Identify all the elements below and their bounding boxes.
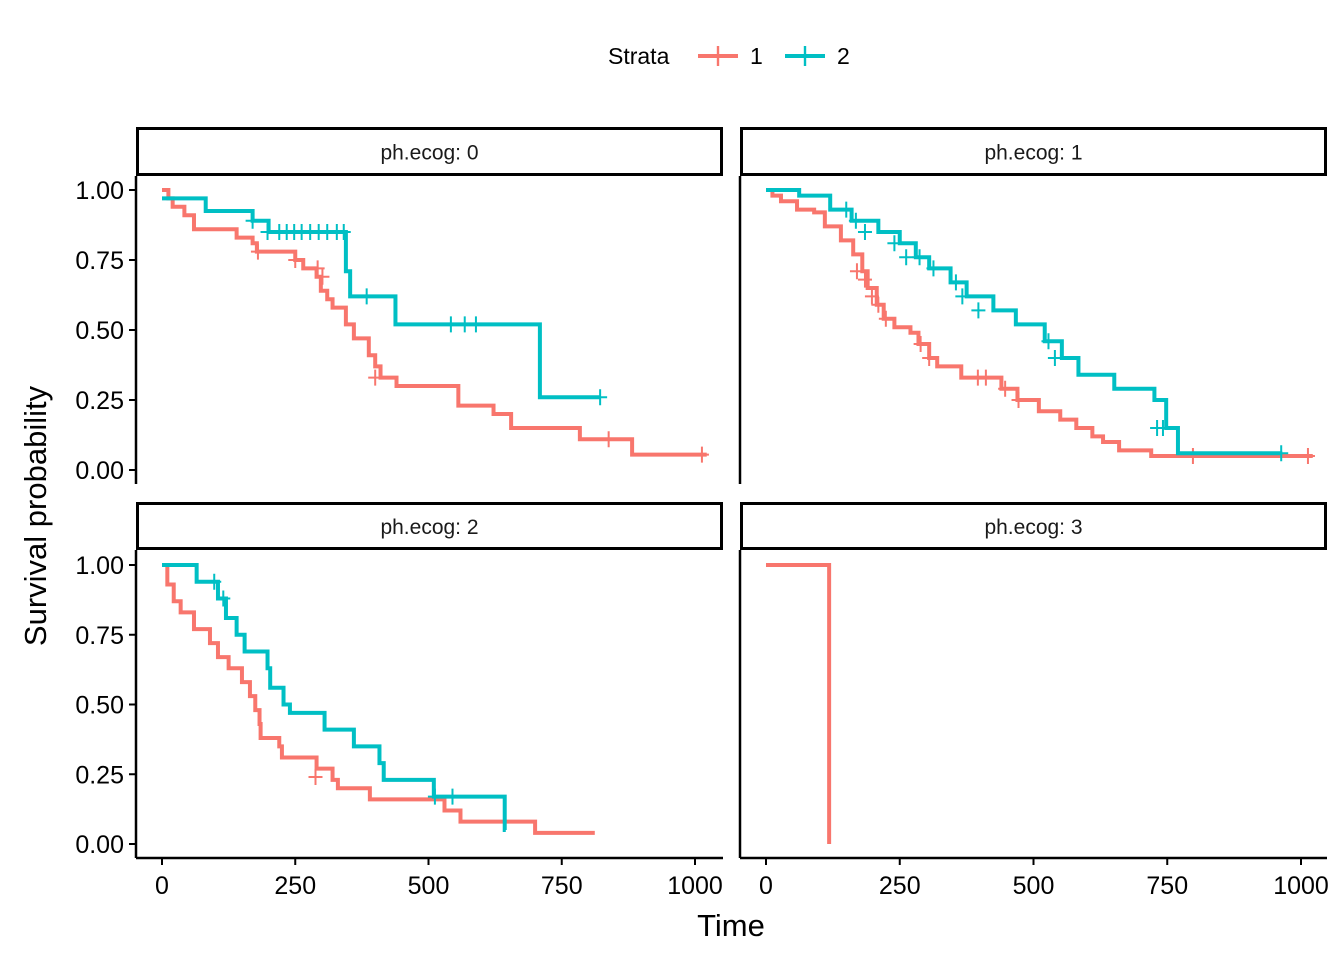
censor-mark-strata-1 [288, 252, 303, 268]
panel-strip-label: ph.ecog: 1 [984, 142, 1082, 165]
censor-mark-strata-1 [878, 310, 893, 327]
censor-mark-strata-2 [445, 788, 460, 805]
censor-mark-strata-2 [848, 212, 863, 229]
censor-mark-strata-1 [310, 260, 325, 277]
y-tick-label: 0.25 [75, 387, 124, 415]
censor-mark-strata-2 [926, 260, 941, 277]
censor-mark-strata-2 [839, 201, 854, 218]
censor-mark-strata-2 [443, 316, 458, 333]
censor-mark-strata-2 [336, 224, 351, 240]
panel-strip [740, 502, 1327, 550]
censor-mark-strata-1 [922, 350, 937, 366]
km-curve-strata-2 [766, 188, 1283, 456]
censor-mark-strata-1 [1185, 448, 1200, 464]
y-tick-label: 0.00 [75, 457, 124, 485]
censor-mark-strata-2 [912, 249, 927, 266]
x-tick-label: 500 [1013, 872, 1055, 900]
censor-mark-strata-1 [1011, 392, 1026, 408]
km-curve-strata-1 [162, 188, 707, 457]
censor-mark-strata-2 [955, 288, 970, 305]
panel-2: ph.ecog: 2 0.00 0.25 0.50 0.75 1.00 0 250 500 750… [75, 502, 723, 900]
censor-mark-strata-2 [216, 590, 231, 607]
x-tick-label: 250 [879, 872, 921, 900]
censor-mark-strata-1 [864, 288, 879, 305]
x-tick-label: 1000 [1273, 872, 1329, 900]
y-tick-label: 0.00 [75, 831, 124, 859]
x-tick-label: 750 [541, 872, 583, 900]
censor-mark-strata-1 [998, 380, 1013, 397]
censor-mark-strata-1 [871, 296, 886, 313]
panel-0: ph.ecog: 0 0.00 0.25 0.50 0.75 1.00 [75, 127, 723, 485]
censor-mark-strata-2 [359, 288, 374, 305]
x-tick-label: 750 [1146, 872, 1188, 900]
panel-strip [740, 127, 1327, 176]
censor-mark-strata-2 [887, 235, 902, 252]
censor-mark-strata-1 [913, 336, 928, 352]
y-tick-label: 1.00 [75, 177, 124, 205]
censor-mark-strata-1 [857, 271, 872, 288]
x-tick-label: 0 [155, 872, 169, 900]
y-tick-label: 0.75 [75, 247, 124, 275]
km-curve-strata-2 [162, 563, 507, 833]
y-axis-title: Survival probability [18, 385, 53, 646]
censor-mark-strata-1 [315, 268, 330, 285]
censor-mark-strata-2 [1041, 333, 1056, 350]
x-tick-label: 1000 [667, 872, 723, 900]
y-tick-label: 1.00 [75, 552, 124, 580]
censor-mark-strata-2 [899, 249, 914, 266]
legend-title: Strata [608, 43, 670, 69]
censor-mark-strata-2 [857, 224, 872, 240]
panel-strip-label: ph.ecog: 0 [380, 142, 478, 165]
panel-strip [136, 127, 723, 176]
censor-mark-strata-2 [971, 302, 986, 319]
censor-mark-strata-2 [207, 573, 222, 590]
x-axis-title: Time [697, 908, 765, 943]
y-tick-label: 0.50 [75, 317, 124, 345]
panel-strip-label: ph.ecog: 3 [984, 516, 1082, 539]
censor-mark-strata-1 [601, 431, 616, 448]
censor-mark-strata-1 [368, 369, 383, 386]
censor-mark-strata-1 [849, 263, 864, 280]
km-curve-strata-1 [766, 563, 832, 844]
censor-mark-strata-2 [427, 788, 442, 805]
x-tick-label: 250 [274, 872, 316, 900]
censor-mark-strata-1 [694, 446, 709, 463]
km-curve-strata-1 [162, 563, 595, 835]
x-tick-label: 500 [408, 872, 450, 900]
y-tick-label: 0.75 [75, 622, 124, 650]
censor-mark-strata-2 [593, 389, 608, 406]
panels: ph.ecog: 0 0.00 0.25 0.50 0.75 1.00 ph.ecog: 1… [75, 127, 1329, 900]
censor-mark-strata-2 [468, 316, 483, 333]
censor-mark-strata-1 [1300, 448, 1315, 464]
censor-mark-strata-1 [250, 243, 265, 260]
legend-label-1: 1 [750, 43, 763, 69]
censor-mark-strata-2 [1047, 350, 1062, 366]
panel-strip-label: ph.ecog: 2 [380, 516, 478, 539]
km-curve-strata-1 [766, 188, 1313, 458]
y-tick-label: 0.50 [75, 692, 124, 720]
panel-strip [136, 502, 723, 550]
y-tick-label: 0.25 [75, 761, 124, 789]
censor-mark-strata-2 [1155, 420, 1170, 436]
censor-mark-strata-2 [260, 224, 275, 240]
censor-mark-strata-1 [308, 769, 323, 786]
censor-mark-strata-2 [245, 212, 260, 229]
panel-1: ph.ecog: 1 [738, 127, 1327, 484]
censor-mark-strata-2 [948, 274, 963, 291]
panel-3: ph.ecog: 3 0 250 500 750 1000 [738, 502, 1329, 900]
censor-mark-strata-2 [1274, 445, 1289, 462]
legend-label-2: 2 [837, 43, 850, 69]
censor-mark-strata-1 [978, 369, 993, 386]
x-tick-label: 0 [759, 872, 773, 900]
